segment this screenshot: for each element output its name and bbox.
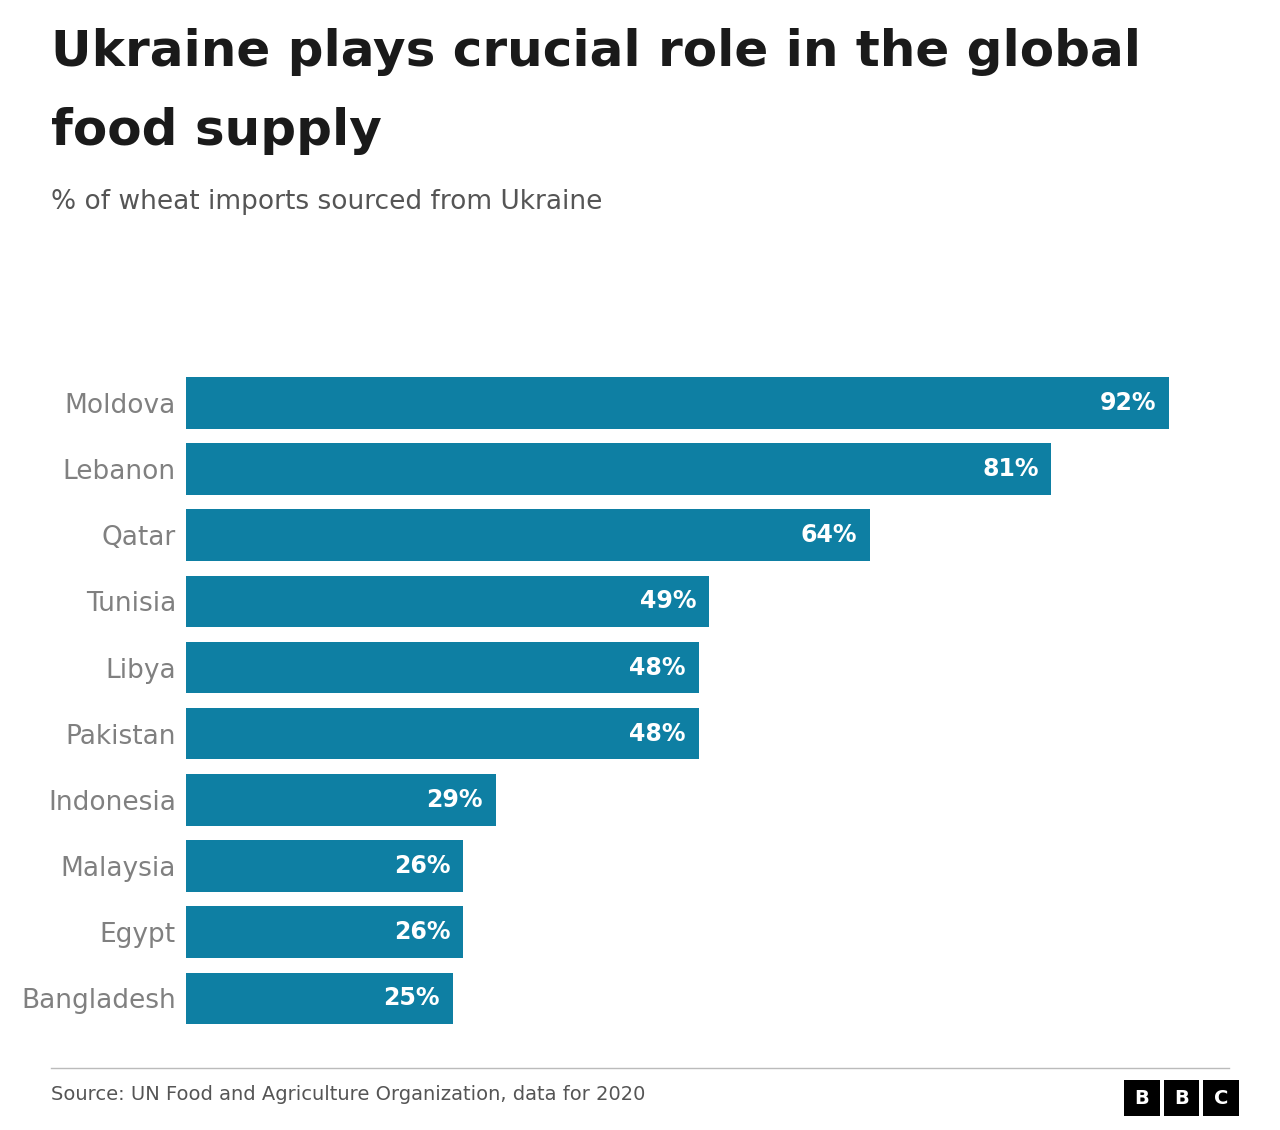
Text: % of wheat imports sourced from Ukraine: % of wheat imports sourced from Ukraine (51, 189, 603, 215)
Text: 49%: 49% (640, 590, 696, 614)
Text: B: B (1134, 1089, 1149, 1107)
Bar (186, 377, 1169, 428)
Bar (186, 973, 453, 1024)
Text: 48%: 48% (630, 655, 686, 679)
Text: 81%: 81% (982, 457, 1038, 481)
Bar (186, 510, 869, 560)
Text: Ukraine plays crucial role in the global: Ukraine plays crucial role in the global (51, 28, 1142, 76)
Bar (186, 642, 699, 694)
Text: 92%: 92% (1100, 391, 1156, 415)
Text: Source: UN Food and Agriculture Organization, data for 2020: Source: UN Food and Agriculture Organiza… (51, 1085, 645, 1104)
Text: 26%: 26% (394, 854, 451, 878)
Bar (186, 906, 463, 958)
Text: 29%: 29% (426, 788, 483, 811)
Bar (186, 575, 709, 627)
Bar (186, 707, 699, 759)
Text: 64%: 64% (800, 523, 856, 547)
Text: food supply: food supply (51, 107, 381, 155)
Text: 26%: 26% (394, 920, 451, 945)
Bar (186, 841, 463, 892)
Text: 48%: 48% (630, 722, 686, 746)
Text: B: B (1174, 1089, 1189, 1107)
Bar (186, 443, 1051, 495)
Text: C: C (1213, 1089, 1229, 1107)
Text: 25%: 25% (384, 986, 440, 1010)
Bar (186, 774, 495, 826)
